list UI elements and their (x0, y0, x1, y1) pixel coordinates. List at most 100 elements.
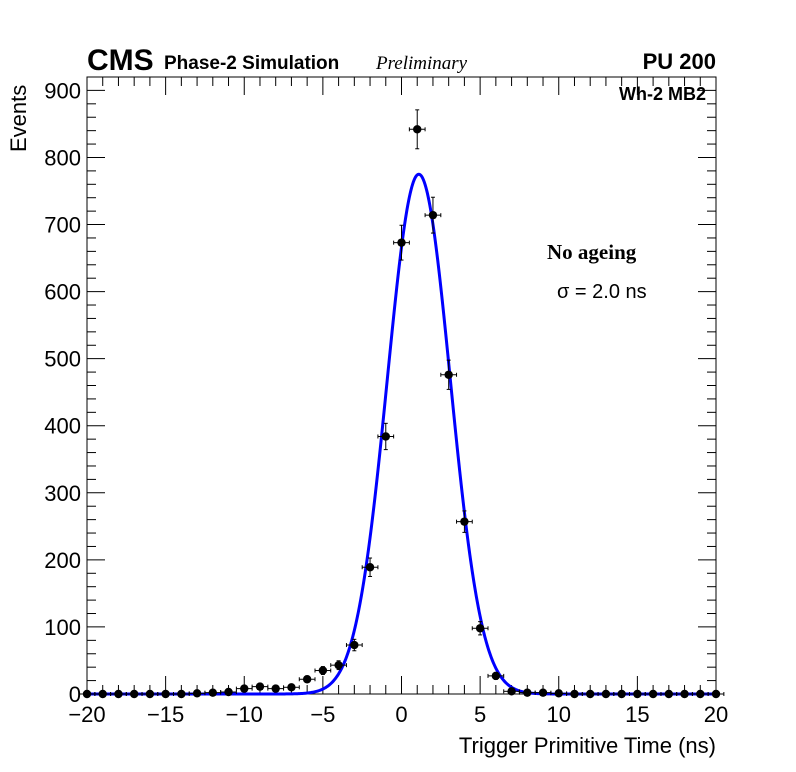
data-marker (365, 563, 375, 572)
y-tick-label: 500 (44, 347, 81, 372)
data-point (330, 660, 347, 671)
x-tick-label: 0 (395, 702, 407, 727)
data-marker (302, 675, 312, 684)
y-tick-label: 900 (44, 78, 81, 103)
data-marker (161, 689, 170, 699)
data-point (267, 684, 285, 693)
data-point (581, 689, 599, 699)
chamber-label: Wh-2 MB2 (619, 84, 706, 104)
data-marker (554, 689, 563, 698)
y-tick-label: 300 (44, 481, 81, 506)
data-marker (413, 125, 422, 134)
data-marker (114, 689, 123, 699)
preliminary-label: Preliminary (375, 53, 468, 74)
y-tick-label: 400 (44, 414, 81, 439)
data-point (518, 688, 536, 697)
data-point (424, 196, 442, 234)
data-point (157, 689, 174, 699)
data-point (94, 689, 112, 699)
data-marker (287, 683, 296, 692)
data-point (550, 689, 568, 698)
data-marker (381, 432, 390, 441)
data-point (345, 638, 363, 652)
data-point (660, 689, 678, 699)
x-tick-label: −15 (147, 702, 184, 727)
data-marker (617, 689, 626, 699)
plot-frame (86, 76, 717, 695)
x-tick-label: 20 (704, 702, 728, 727)
data-marker (129, 689, 139, 699)
y-tick-label: 600 (44, 280, 81, 305)
data-point (251, 682, 269, 691)
data-point (361, 557, 379, 577)
data-point (393, 224, 410, 261)
x-axis-title: Trigger Primitive Time (ns) (459, 733, 716, 758)
experiment-label: CMS (87, 44, 154, 77)
data-marker (680, 689, 689, 699)
data-marker (648, 689, 658, 699)
data-marker (475, 624, 485, 633)
data-point (503, 687, 520, 696)
data-point (597, 689, 615, 699)
data-marker (82, 689, 92, 699)
data-point (456, 510, 473, 533)
data-point (613, 689, 631, 699)
data-point (676, 689, 693, 699)
data-marker (507, 687, 516, 696)
data-point (440, 359, 458, 390)
data-marker (428, 210, 438, 220)
data-marker (98, 689, 107, 699)
data-point (534, 688, 552, 697)
y-tick-label: 100 (44, 615, 81, 640)
data-point (235, 684, 253, 693)
y-tick-label: 800 (44, 145, 81, 170)
data-point (188, 689, 206, 698)
data-point (141, 689, 159, 699)
data-marker (696, 689, 705, 699)
x-tick-label: −5 (310, 702, 335, 727)
data-marker (318, 666, 328, 675)
data-marker (523, 688, 532, 697)
x-tick-label: 15 (625, 702, 649, 727)
data-point (204, 688, 222, 697)
data-point (707, 689, 725, 699)
x-tick-label: −10 (226, 702, 263, 727)
data-point (471, 621, 489, 636)
data-point (487, 671, 505, 681)
y-tick-label: 200 (44, 548, 81, 573)
simulation-label: Phase-2 Simulation (164, 53, 339, 74)
data-marker (397, 238, 406, 247)
data-point (377, 422, 395, 451)
y-axis-title: Events (6, 85, 31, 152)
data-marker (192, 689, 202, 698)
data-marker (633, 689, 642, 699)
data-marker (570, 689, 579, 699)
data-marker (255, 682, 265, 691)
data-marker (491, 671, 501, 681)
x-tick-label: 10 (547, 702, 571, 727)
data-point (566, 689, 583, 699)
ageing-label: No ageing (547, 240, 637, 264)
data-marker (444, 370, 453, 379)
data-point (298, 675, 316, 684)
pileup-label: PU 200 (643, 49, 716, 74)
data-marker (334, 660, 343, 670)
sigma-label: σ = 2.0 ns (557, 281, 647, 303)
data-marker (177, 689, 186, 699)
data-marker (586, 689, 595, 699)
x-tick-label: 5 (474, 702, 486, 727)
data-point (220, 687, 237, 697)
data-marker (711, 689, 721, 699)
x-tick-label: −20 (68, 702, 105, 727)
data-marker (664, 689, 674, 699)
data-point (172, 689, 190, 699)
data-point (314, 666, 332, 675)
data-point (283, 683, 300, 692)
data-point (408, 109, 426, 150)
data-marker (601, 689, 611, 699)
data-marker (460, 517, 469, 526)
data-point (644, 689, 662, 699)
data-marker (224, 687, 233, 697)
